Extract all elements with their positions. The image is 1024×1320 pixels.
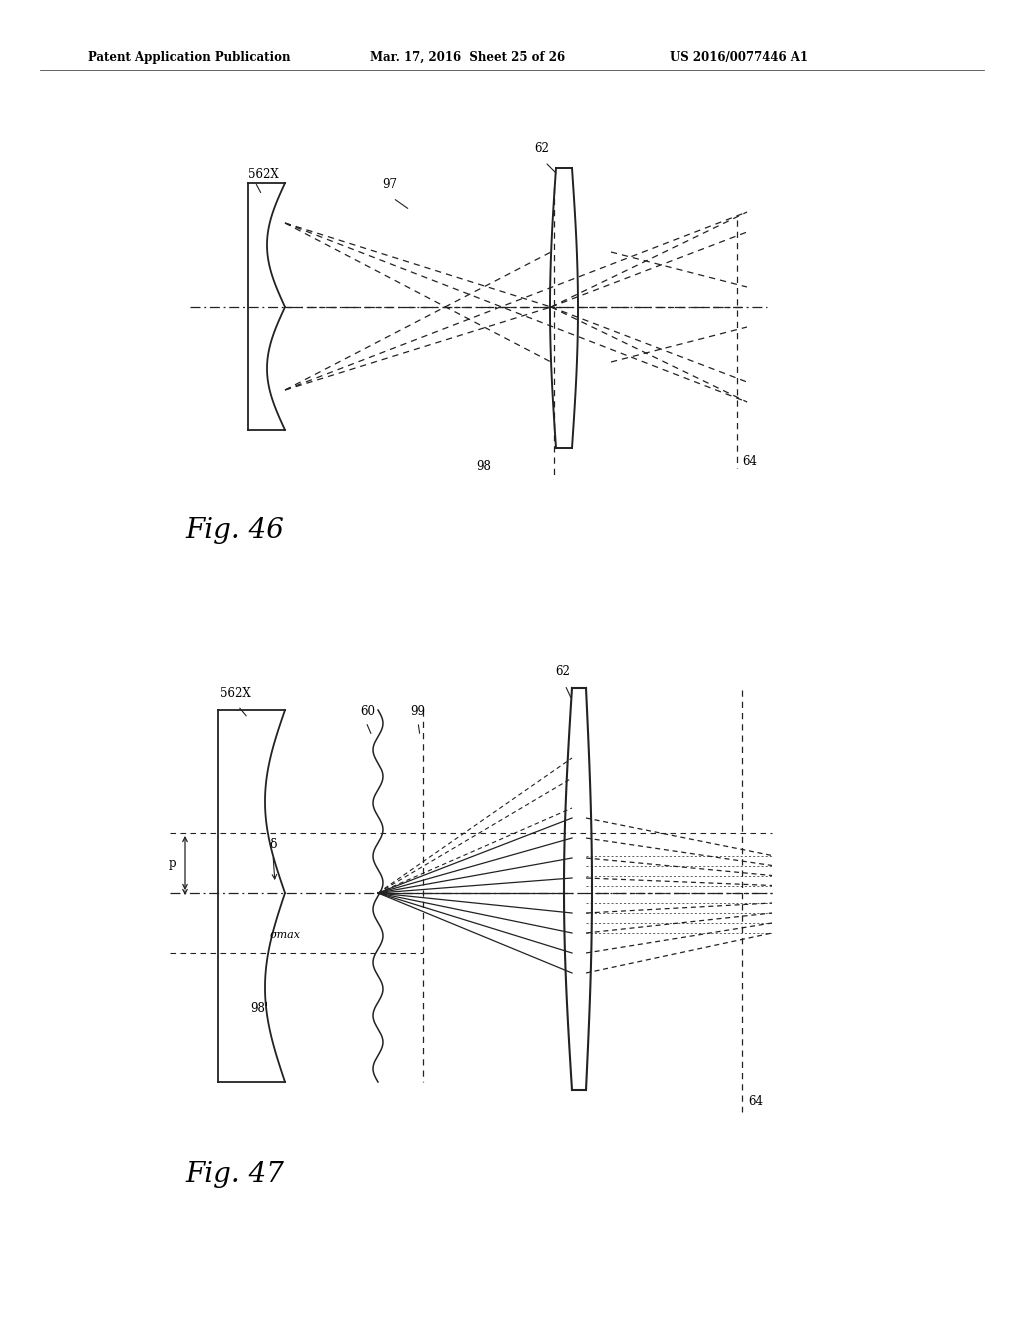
Text: 64: 64 — [748, 1096, 763, 1107]
Text: 562X: 562X — [248, 168, 279, 181]
Text: 98': 98' — [250, 1002, 268, 1015]
Text: 64: 64 — [742, 455, 757, 469]
Text: Fig. 46: Fig. 46 — [185, 516, 284, 544]
Text: US 2016/0077446 A1: US 2016/0077446 A1 — [670, 50, 808, 63]
Text: Fig. 47: Fig. 47 — [185, 1162, 284, 1188]
Text: σmax: σmax — [270, 931, 301, 940]
Text: 562X: 562X — [220, 686, 251, 700]
Text: 98: 98 — [476, 459, 490, 473]
Text: 62: 62 — [534, 143, 549, 154]
Text: 97: 97 — [382, 178, 397, 191]
Text: 62: 62 — [555, 665, 570, 678]
Text: p: p — [168, 857, 176, 870]
Text: Mar. 17, 2016  Sheet 25 of 26: Mar. 17, 2016 Sheet 25 of 26 — [370, 50, 565, 63]
Text: 60: 60 — [360, 705, 375, 718]
Text: δ: δ — [269, 838, 276, 851]
Text: Patent Application Publication: Patent Application Publication — [88, 50, 291, 63]
Text: 99: 99 — [410, 705, 425, 718]
